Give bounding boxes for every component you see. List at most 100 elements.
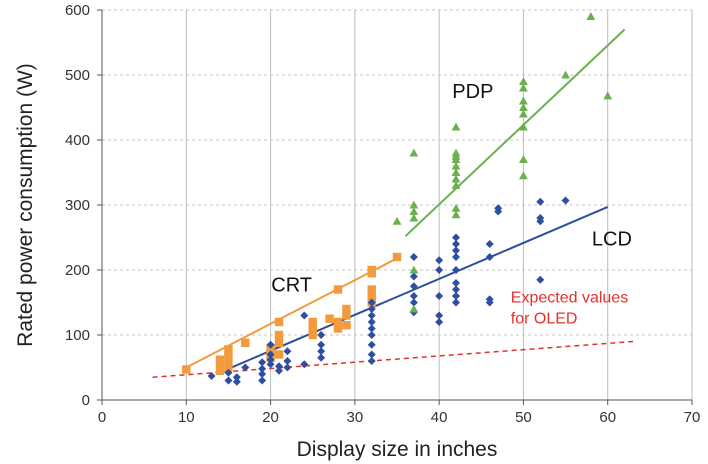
x-tick-label: 40 — [431, 409, 448, 426]
lcd-point — [367, 298, 376, 307]
lcd-point — [485, 240, 494, 248]
lcd-point — [266, 360, 275, 369]
crt-point — [325, 314, 334, 323]
lcd-point — [409, 253, 418, 261]
series-annotation: CRT — [271, 274, 312, 296]
lcd-point — [367, 350, 376, 359]
crt-point — [224, 356, 233, 366]
lcd-point — [452, 279, 460, 287]
lcd-point — [275, 366, 283, 375]
crt-point — [224, 363, 233, 372]
pdp-point — [451, 122, 461, 131]
crt-point — [215, 366, 225, 375]
y-tick-label: 0 — [82, 392, 90, 409]
lcd-point — [258, 358, 267, 367]
lcd-point — [317, 331, 326, 339]
pdp-point — [451, 161, 461, 170]
lcd-point — [275, 362, 283, 371]
pdp-point — [409, 148, 419, 157]
lcd-point — [452, 253, 460, 261]
pdp-point — [519, 109, 528, 118]
pdp-point — [519, 83, 528, 92]
y-tick-label: 100 — [65, 327, 90, 344]
y-tick-label: 500 — [65, 67, 90, 84]
lcd-point — [300, 360, 309, 369]
lcd-point — [409, 292, 418, 300]
crt-point — [308, 317, 317, 327]
pdp-point — [451, 210, 461, 219]
pdp-point — [451, 168, 461, 177]
crt-point — [367, 291, 376, 301]
lcd-point — [536, 197, 545, 206]
lcd-point — [435, 266, 444, 274]
pdp-point — [519, 122, 528, 131]
x-tick-label: 10 — [178, 409, 195, 426]
pdp-trend-line — [404, 28, 626, 237]
crt-point — [308, 330, 317, 340]
lcd-point — [258, 370, 267, 378]
pdp-point — [519, 96, 528, 105]
series-annotation: PDP — [452, 81, 493, 103]
pdp-point — [392, 216, 402, 225]
x-tick-label: 30 — [347, 409, 364, 426]
lcd-point — [317, 340, 326, 349]
crt-point — [392, 252, 402, 262]
crt-point — [333, 324, 343, 333]
pdp-point — [519, 171, 528, 180]
crt-point — [224, 345, 233, 354]
lcd-point — [494, 204, 503, 213]
data-points — [182, 12, 613, 386]
lcd-point — [435, 256, 444, 265]
lcd-point — [283, 347, 292, 356]
pdp-point — [409, 213, 419, 222]
lcd-point — [452, 233, 460, 242]
lcd-point — [367, 318, 376, 326]
x-tick-label: 0 — [98, 409, 106, 426]
crt-point — [342, 311, 351, 320]
oled-annotation: for OLED — [511, 310, 578, 327]
lcd-point — [409, 272, 418, 281]
lcd-point — [367, 357, 376, 365]
pdp-point — [561, 70, 570, 79]
lcd-point — [283, 357, 292, 365]
x-axis-title: Display size in inches — [297, 438, 498, 461]
crt-point — [274, 350, 284, 359]
y-tick-label: 400 — [65, 132, 90, 149]
lcd-point — [317, 347, 326, 356]
lcd-point — [258, 376, 267, 385]
lcd-point — [435, 318, 444, 326]
x-tick-label: 60 — [599, 409, 616, 426]
lcd-point — [367, 331, 376, 339]
pdp-point — [409, 265, 419, 274]
series-annotation: LCD — [592, 228, 632, 250]
crt-point — [342, 304, 351, 314]
lcd-point — [485, 295, 494, 304]
crt-point — [333, 285, 343, 294]
pdp-point — [451, 174, 461, 183]
lcd-point — [317, 353, 326, 362]
lcd-point — [452, 292, 460, 300]
lcd-point — [435, 311, 444, 320]
crt-point — [274, 330, 284, 340]
y-tick-label: 300 — [65, 197, 90, 214]
crt-point — [224, 350, 233, 359]
y-tick-label: 600 — [65, 2, 90, 19]
lcd-point — [435, 292, 444, 300]
crt-point — [215, 355, 225, 364]
lcd-point — [452, 298, 460, 307]
lcd-point — [367, 305, 376, 313]
crt-point — [342, 321, 351, 330]
crt-point — [308, 324, 317, 333]
crt-point — [241, 338, 250, 347]
lcd-point — [367, 340, 376, 349]
lcd-point — [232, 373, 241, 382]
crt-point — [274, 317, 284, 327]
lcd-point — [485, 253, 494, 261]
lcd-point — [409, 282, 418, 291]
lcd-point — [207, 371, 216, 380]
crt-point — [274, 338, 284, 347]
pdp-point — [409, 200, 419, 209]
lcd-point — [283, 363, 292, 372]
lcd-point — [258, 364, 267, 373]
x-tick-label: 70 — [684, 409, 701, 426]
